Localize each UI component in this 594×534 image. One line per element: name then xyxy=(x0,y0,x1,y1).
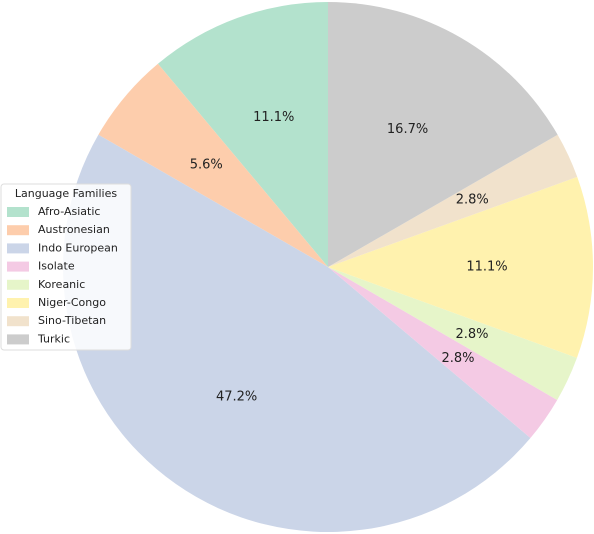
slice-label: 11.1% xyxy=(253,110,294,125)
slice xyxy=(157,2,328,267)
legend-swatch xyxy=(7,243,29,254)
legend-swatch xyxy=(7,261,29,272)
legend-label: Indo European xyxy=(38,241,118,254)
slice-labels: 11.1% 5.6% 47.2% 2.8% 2.8% 11.1% 2.8% 16.7% xyxy=(190,110,508,405)
legend-title: Language Families xyxy=(15,187,117,200)
legend-swatch xyxy=(7,225,29,236)
slice xyxy=(328,176,593,358)
legend-swatch xyxy=(7,298,29,308)
legend-label: Sino-Tibetan xyxy=(38,314,106,327)
legend-swatch xyxy=(7,316,29,327)
slice-label: 5.6% xyxy=(190,157,223,172)
legend-swatch xyxy=(7,279,29,290)
slice-label: 2.8% xyxy=(455,327,488,342)
slice xyxy=(328,2,558,267)
slice xyxy=(328,267,558,439)
slice-label: 16.7% xyxy=(387,122,428,137)
slice-label: 2.8% xyxy=(441,351,474,366)
legend-box xyxy=(0,183,132,351)
legend-label: Isolate xyxy=(38,260,75,273)
slice-label: 2.8% xyxy=(456,193,489,208)
legend-label: Austronesian xyxy=(38,223,110,236)
legend-label: Niger-Congo xyxy=(38,296,106,309)
legend-swatch xyxy=(7,207,29,217)
slice xyxy=(328,267,577,400)
slice xyxy=(98,63,328,267)
legend-label: Koreanic xyxy=(38,278,85,291)
slice xyxy=(63,134,531,532)
legend-label: Afro-Asiatic xyxy=(38,205,100,218)
legend-label: Turkic xyxy=(37,332,70,345)
slice-label: 11.1% xyxy=(466,260,507,275)
legend-swatch xyxy=(7,334,29,345)
legend: Language Families Afro-Asiatic Austronesi… xyxy=(0,183,132,351)
pie xyxy=(63,2,593,532)
slice xyxy=(328,134,578,267)
slice-label: 47.2% xyxy=(216,390,257,405)
